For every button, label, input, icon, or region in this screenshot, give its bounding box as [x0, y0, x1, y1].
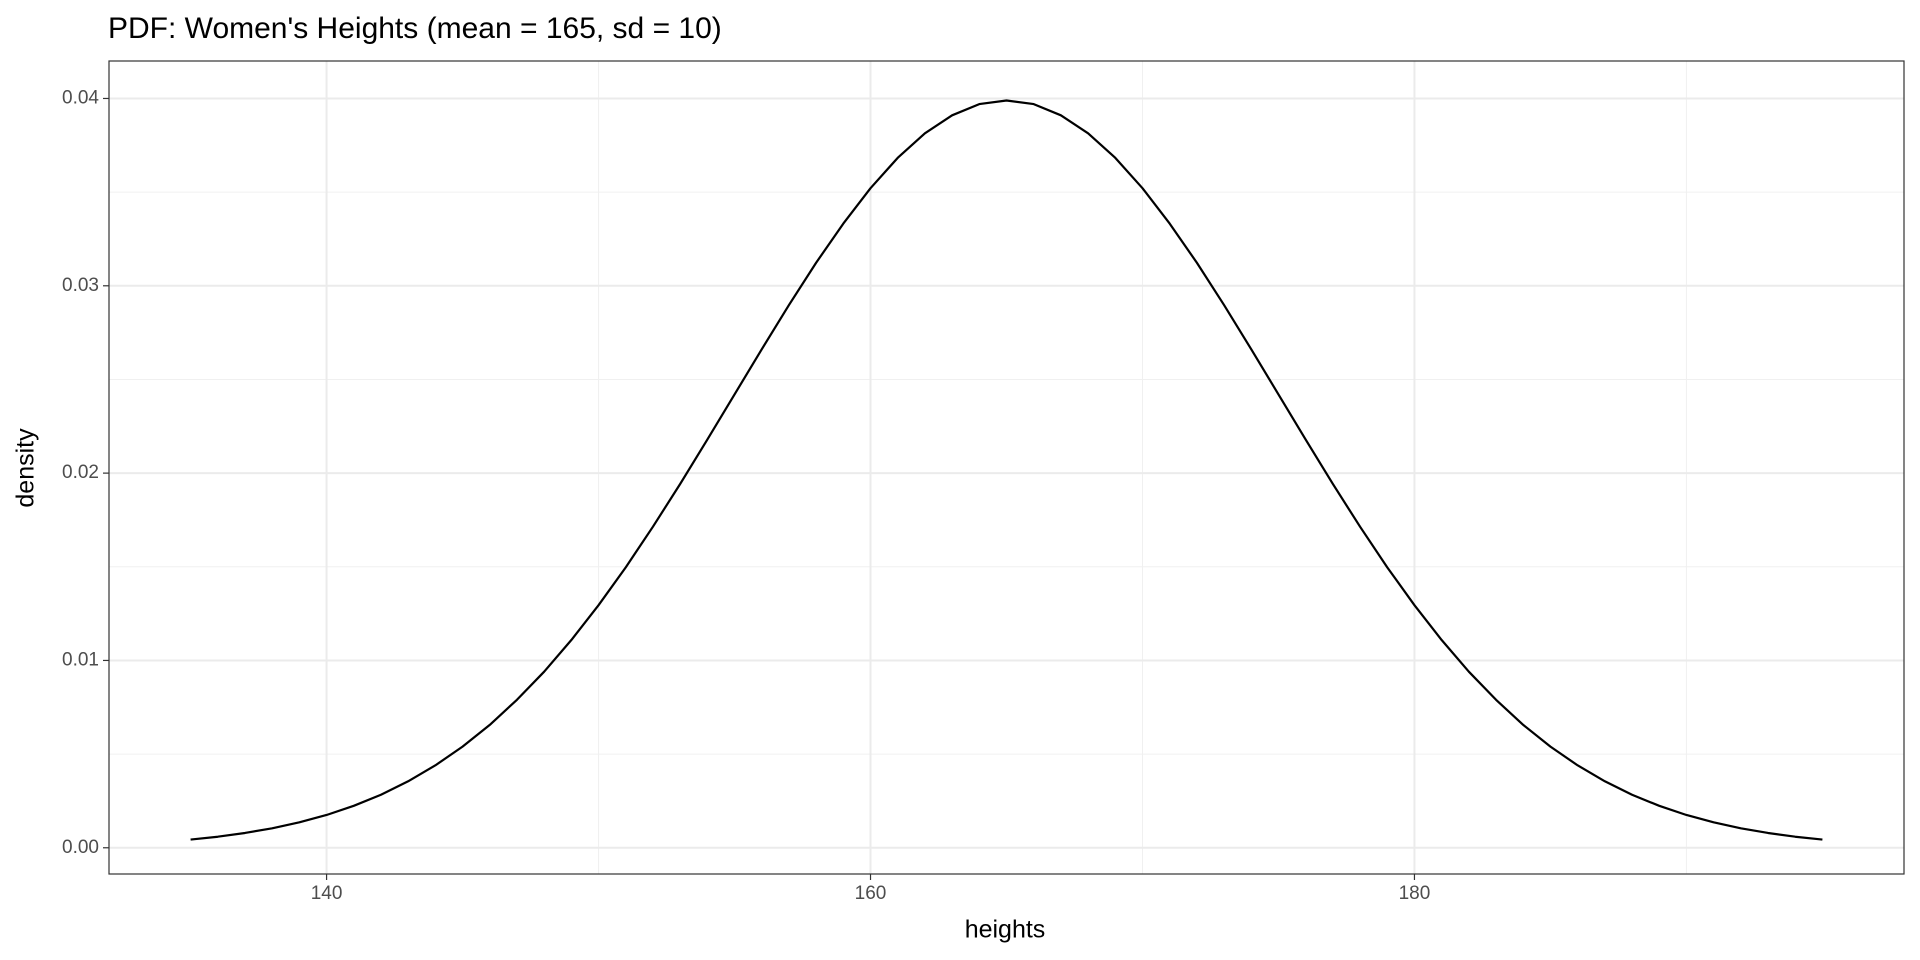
- density-line: [190, 99, 1823, 841]
- panel-border: [108, 60, 1905, 875]
- x-tick-label: 180: [1399, 883, 1431, 904]
- x-tick-label: 160: [855, 883, 887, 904]
- y-tick-label: 0.04: [62, 87, 99, 108]
- chart-title: PDF: Women's Heights (mean = 165, sd = 1…: [108, 12, 722, 45]
- x-tick-label: 140: [311, 883, 343, 904]
- y-tick-label: 0.02: [62, 462, 99, 483]
- y-tick-label: 0.01: [62, 649, 99, 670]
- y-axis-title: density: [12, 428, 40, 508]
- y-tick-label: 0.03: [62, 275, 99, 296]
- x-axis-title: heights: [965, 916, 1046, 944]
- y-tick-label: 0.00: [62, 837, 99, 858]
